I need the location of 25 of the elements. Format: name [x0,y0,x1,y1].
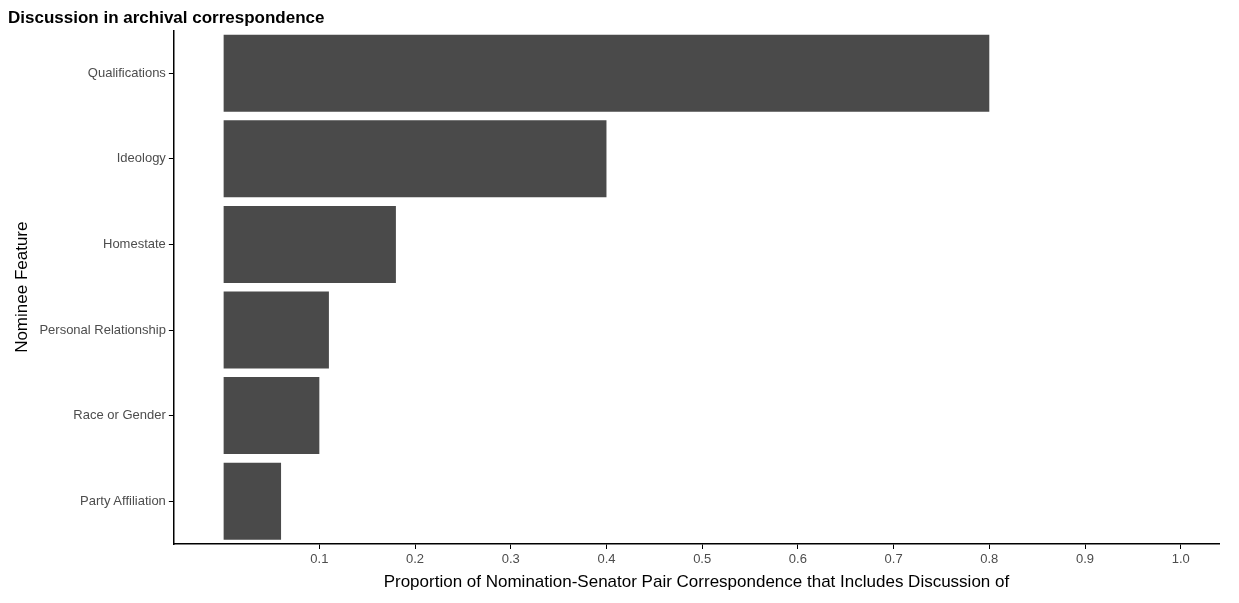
x-tick-label: 0.9 [1075,551,1095,567]
y-tick-label: Qualifications [87,64,167,80]
x-tick-label: 0.2 [406,551,425,567]
y-tick-label: Homestate [102,235,166,251]
y-tick-label: Party Affiliation [80,492,166,508]
x-tick-label: 0.8 [980,551,999,567]
x-tick-label: 0.4 [597,551,616,567]
y-tick-label: Ideology [116,150,167,166]
x-tick-label: 0.6 [788,551,807,567]
bar [223,377,320,455]
x-tick-label: 0.1 [310,551,329,567]
bar [223,205,396,283]
bar [223,120,607,198]
bar [223,462,282,540]
y-tick-label: Personal Relationship [39,321,166,337]
x-tick-label: 0.7 [884,551,903,567]
bar [223,34,990,112]
y-tick-label: Race or Gender [73,407,167,423]
x-tick-label: 0.5 [693,551,712,567]
y-axis-title: Nominee Feature [11,221,31,353]
x-tick-label: 0.3 [501,551,520,567]
x-axis-title: Proportion of Nomination-Senator Pair Correspondence that Includes Discussion of [383,572,1010,592]
bar [223,291,329,369]
chart-title: Discussion in archival correspondence [8,7,325,27]
x-tick-label: 1.0 [1171,551,1190,567]
